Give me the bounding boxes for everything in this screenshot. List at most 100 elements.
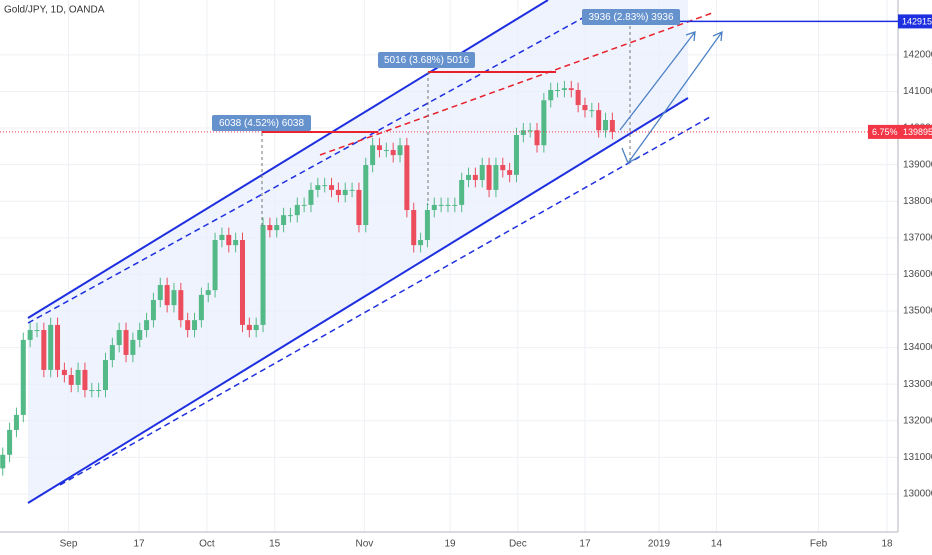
channel-lower — [27, 97, 689, 504]
candle-body — [335, 189, 341, 196]
candle-body — [68, 375, 74, 385]
candle-body — [178, 290, 184, 321]
candle-body — [520, 130, 526, 136]
candle-body — [390, 150, 396, 156]
candle-body — [315, 185, 321, 190]
price-label-box — [868, 124, 932, 139]
candle-body — [404, 145, 410, 211]
candle-body — [75, 369, 81, 385]
x-tick-label: 17 — [133, 539, 145, 550]
candle-body — [349, 189, 355, 191]
x-tick-label: 14 — [711, 539, 723, 550]
candle-body — [582, 105, 588, 111]
candle-body — [287, 215, 293, 217]
candle-body — [116, 330, 122, 346]
drawings — [27, 0, 723, 504]
candle-body — [274, 225, 280, 231]
candle-body — [61, 369, 67, 376]
candle-body — [500, 165, 506, 171]
price-change-label: 6.75% — [872, 127, 898, 137]
annotation-box — [378, 52, 475, 68]
annotation-boxes: 6038 (4.52%) 6038 5016 (3.68%) 5016 3936… — [212, 9, 680, 131]
channel-lower-dashed — [59, 116, 711, 486]
x-tick-label: 19 — [444, 539, 456, 550]
candle-body — [82, 369, 88, 391]
candle-body — [89, 390, 95, 392]
channel-mid-dashed — [319, 11, 716, 156]
annotation: 3936 (2.83%) 3936 — [588, 12, 674, 23]
candle-body — [301, 204, 307, 206]
arrow — [627, 30, 723, 164]
candle-body — [96, 390, 102, 392]
x-tick-label: Nov — [356, 539, 374, 550]
x-tick-label: Sep — [60, 539, 78, 550]
candle-body — [48, 324, 54, 370]
candle-body — [342, 189, 348, 196]
candle-body — [55, 324, 61, 370]
candle-body — [383, 150, 389, 152]
candle-body — [609, 120, 615, 132]
annotation-box — [212, 115, 311, 131]
y-tick-label: 141000 — [903, 86, 932, 97]
x-tick-label: Oct — [199, 539, 215, 550]
candle-body — [479, 165, 485, 181]
candle-body — [109, 345, 115, 361]
y-tick-label: 131000 — [903, 452, 932, 463]
candle-body — [219, 234, 225, 241]
arrow — [621, 147, 641, 164]
candle-body — [363, 165, 369, 226]
candle-body — [603, 120, 609, 131]
candle-body — [157, 285, 163, 301]
candle-body — [411, 210, 417, 246]
y-tick-label: 142000 — [903, 50, 932, 61]
candle-body — [438, 204, 444, 206]
price-label: 139895 — [903, 127, 932, 137]
annotation: 5016 (3.68%) 5016 — [384, 55, 470, 66]
candle-body — [41, 330, 47, 370]
candle-body — [267, 225, 273, 231]
candle-body — [164, 285, 170, 306]
price-label-box — [898, 14, 932, 29]
candle-body — [424, 210, 430, 241]
candle-body — [260, 225, 266, 325]
y-tick-label: 137000 — [903, 232, 932, 243]
candle-body — [185, 320, 191, 331]
candle-body — [555, 90, 561, 92]
x-tick-label: 17 — [579, 539, 591, 550]
candle-body — [150, 300, 156, 321]
candle-body — [445, 204, 451, 206]
candle-body — [575, 90, 581, 106]
candle-body — [370, 145, 376, 166]
candle-body — [418, 240, 424, 246]
candle-body — [130, 339, 136, 355]
y-tick-label: 134000 — [903, 342, 932, 353]
candle-body — [123, 330, 129, 355]
candle-body — [239, 240, 245, 325]
candle-body — [171, 290, 177, 306]
candle-body — [459, 180, 465, 205]
candle-body — [356, 189, 362, 226]
channel-upper-dashed — [27, 13, 591, 324]
axes: 130000 131000 132000 133000 134000 135000 1360… — [0, 14, 932, 550]
y-tick-label: 133000 — [903, 379, 932, 390]
annotation-box — [582, 9, 680, 25]
candle-body — [20, 339, 26, 415]
candle-body — [507, 170, 513, 175]
candle-body — [541, 100, 547, 146]
candle-body — [233, 240, 239, 246]
candle-body — [568, 88, 574, 91]
chart-title: Gold/JPY, 1D, OANDA — [4, 5, 105, 16]
candle-body — [431, 204, 437, 211]
candle-body — [513, 135, 519, 175]
candle-body — [281, 215, 287, 226]
candle-body — [493, 165, 499, 190]
candle-body — [466, 174, 472, 181]
y-tick-label: 135000 — [903, 306, 932, 317]
candle-body — [27, 330, 33, 340]
price-label: 142915 — [902, 16, 932, 26]
x-tick-label: Dec — [509, 539, 527, 550]
candle-body — [589, 110, 595, 112]
y-tick-label: 130000 — [903, 489, 932, 500]
candle-body — [253, 324, 259, 331]
